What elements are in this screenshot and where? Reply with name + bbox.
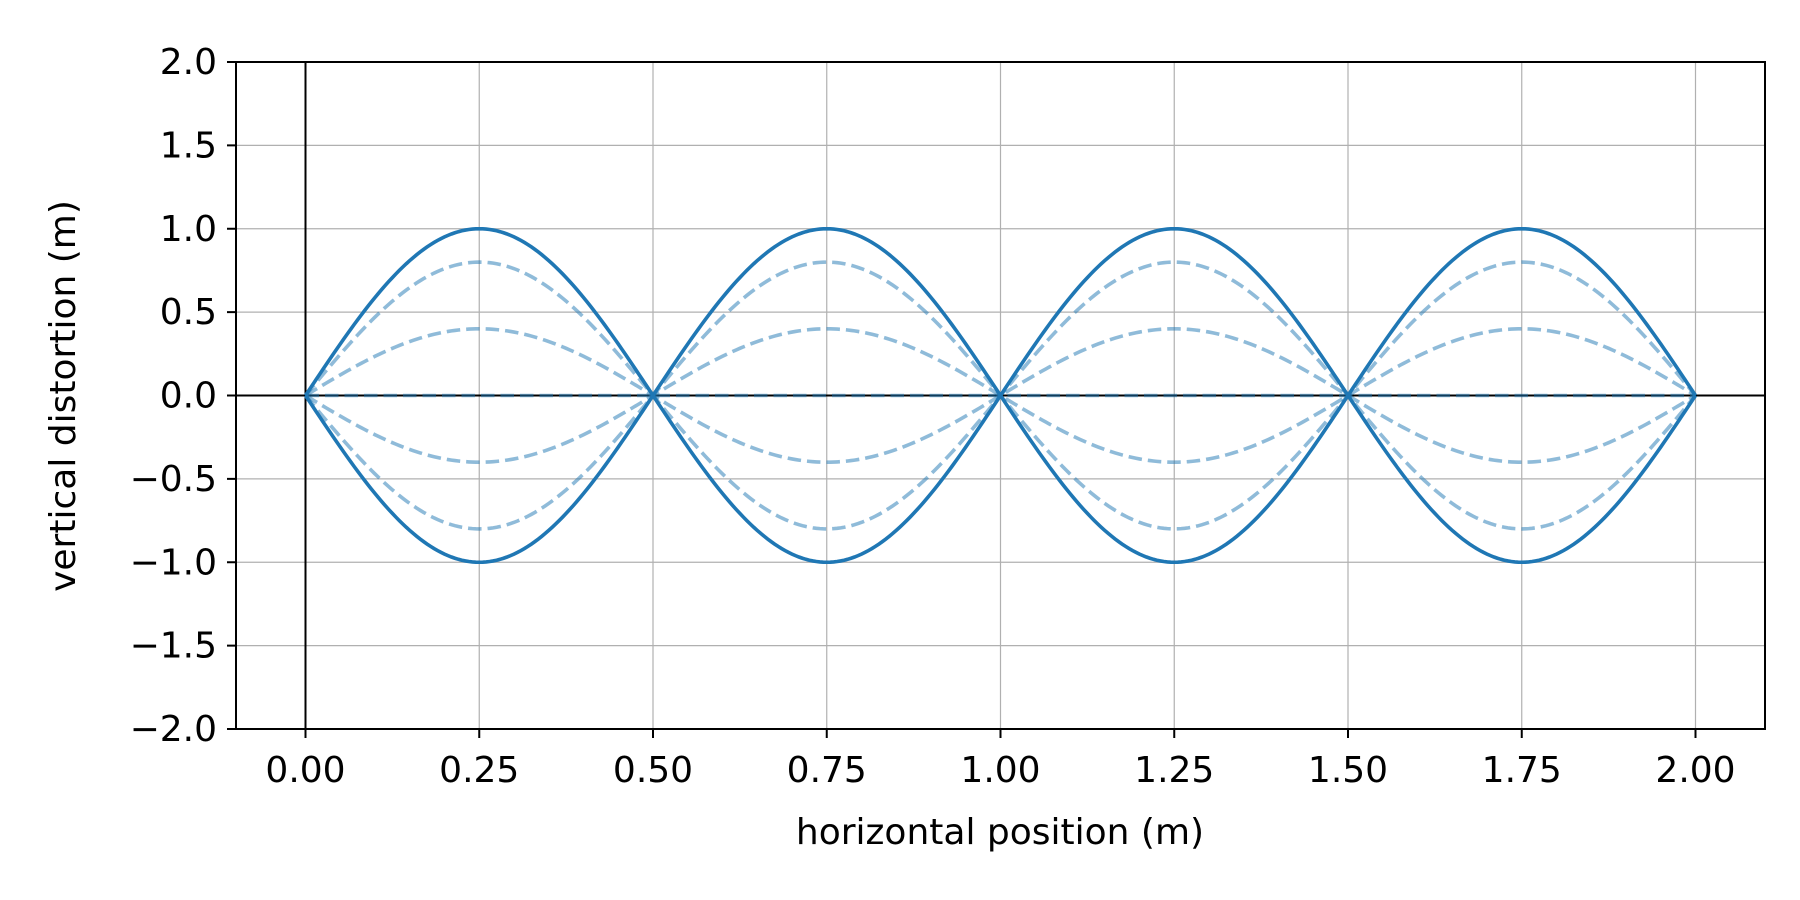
x-tick-label: 0.25: [439, 750, 519, 791]
y-tick-label: 0.5: [160, 292, 217, 333]
x-tick-label: 1.75: [1482, 750, 1562, 791]
y-tick-label: 2.0: [160, 42, 217, 83]
x-tick-label: 2.00: [1655, 750, 1735, 791]
x-tick-label: 1.25: [1134, 750, 1214, 791]
y-axis-ticks: −2.0 −1.5 −1.0 −0.5 0.0 0.5 1.0 1.5 2.0: [130, 42, 236, 750]
y-tick-label: −2.0: [130, 709, 217, 750]
y-tick-label: 0.0: [160, 376, 217, 417]
x-tick-label: 0.50: [613, 750, 693, 791]
x-tick-label: 1.00: [960, 750, 1040, 791]
y-tick-label: −1.5: [130, 626, 217, 667]
x-tick-label: 0.00: [265, 750, 345, 791]
y-tick-label: −0.5: [130, 459, 217, 500]
series-group: [304, 226, 1698, 565]
y-axis-label: vertical distortion (m): [43, 200, 84, 592]
x-axis-label: horizontal position (m): [796, 812, 1204, 853]
x-axis-ticks: 0.00 0.25 0.50 0.75 1.00 1.25 1.50 1.75 2.00: [265, 729, 1736, 791]
y-tick-label: −1.0: [130, 542, 217, 583]
y-tick-label: 1.0: [160, 209, 217, 250]
series-line-solid: [304, 226, 1698, 565]
y-tick-label: 1.5: [160, 125, 217, 166]
x-tick-label: 1.50: [1308, 750, 1388, 791]
x-tick-label: 0.75: [787, 750, 867, 791]
